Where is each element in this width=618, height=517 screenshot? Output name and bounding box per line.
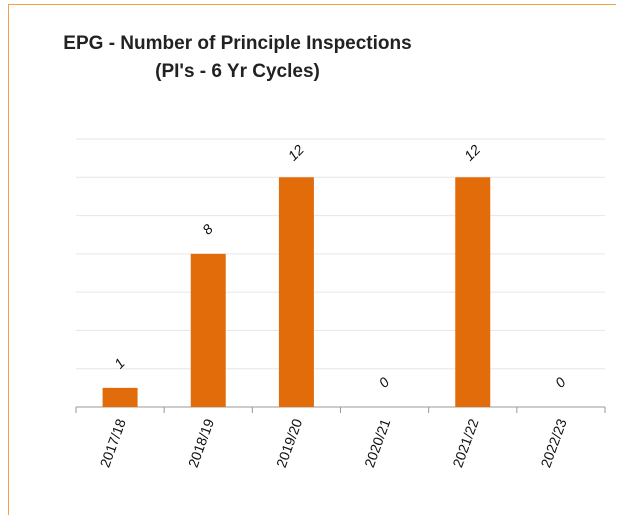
chart-frame (8, 4, 616, 515)
bar (278, 177, 314, 407)
data-label: 0 (552, 374, 569, 391)
data-label: 8 (199, 221, 216, 238)
bar (190, 253, 226, 407)
chart-title: EPG - Number of Principle Inspections (P… (63, 33, 412, 82)
x-tick-label: 2020/21 (361, 416, 393, 469)
x-tick-label: 2019/20 (273, 416, 305, 469)
x-tick-label: 2022/23 (537, 416, 569, 469)
data-label: 12 (461, 141, 483, 163)
data-label: 12 (285, 141, 307, 163)
x-tick-label: 2018/19 (185, 416, 217, 469)
x-tick-label: 2017/18 (97, 416, 129, 469)
data-label: 0 (375, 374, 392, 391)
bar (455, 177, 491, 407)
x-tick-label: 2021/22 (449, 416, 481, 469)
bar (102, 387, 138, 407)
